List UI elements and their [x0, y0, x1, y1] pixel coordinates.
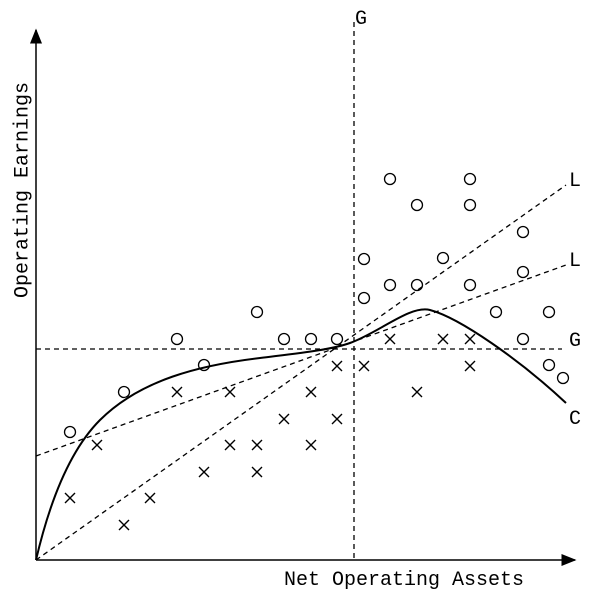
y-axis-label: Operating Earnings [11, 82, 34, 298]
cross-marker [464, 333, 476, 345]
line-label: L [569, 250, 581, 273]
circle-marker [463, 198, 477, 212]
circle-marker [117, 385, 131, 399]
circle-marker [277, 332, 291, 346]
line-label: C [569, 408, 581, 431]
cross-marker [305, 439, 317, 451]
cross-marker [464, 360, 476, 372]
l-line-shallow [35, 264, 567, 457]
cross-marker [171, 386, 183, 398]
circle-marker [330, 332, 344, 346]
l-line-steep [35, 184, 567, 561]
circle-marker [516, 265, 530, 279]
circle-marker [542, 305, 556, 319]
circle-marker [63, 425, 77, 439]
cross-marker [251, 439, 263, 451]
line-label: L [569, 170, 581, 193]
cross-marker [384, 333, 396, 345]
circle-marker [463, 278, 477, 292]
circle-marker [357, 252, 371, 266]
circle-marker [489, 305, 503, 319]
cross-marker [224, 386, 236, 398]
cross-marker [64, 492, 76, 504]
circle-marker [436, 251, 450, 265]
circle-marker [357, 291, 371, 305]
circle-marker [463, 172, 477, 186]
cross-marker [411, 386, 423, 398]
x-axis-label: Net Operating Assets [284, 569, 524, 592]
cross-marker [118, 519, 130, 531]
cross-marker [358, 360, 370, 372]
cross-marker [144, 492, 156, 504]
cross-marker [91, 439, 103, 451]
cross-marker [278, 413, 290, 425]
markers [63, 172, 570, 531]
circle-marker [304, 332, 318, 346]
cross-marker [198, 466, 210, 478]
circle-marker [170, 332, 184, 346]
circle-marker [516, 332, 530, 346]
circle-marker [516, 225, 530, 239]
circle-marker [410, 198, 424, 212]
cross-marker [331, 413, 343, 425]
line-label: G [569, 330, 581, 353]
circle-marker [383, 172, 397, 186]
circle-marker [410, 278, 424, 292]
circle-marker [250, 305, 264, 319]
cross-marker [251, 466, 263, 478]
cross-marker [437, 333, 449, 345]
circle-marker [542, 358, 556, 372]
cross-marker [305, 386, 317, 398]
cross-marker [331, 360, 343, 372]
c-curve [35, 308, 567, 561]
line-label: G [355, 8, 367, 31]
circle-marker [383, 278, 397, 292]
circle-marker [556, 371, 570, 385]
circle-marker [197, 358, 211, 372]
cross-marker [224, 439, 236, 451]
